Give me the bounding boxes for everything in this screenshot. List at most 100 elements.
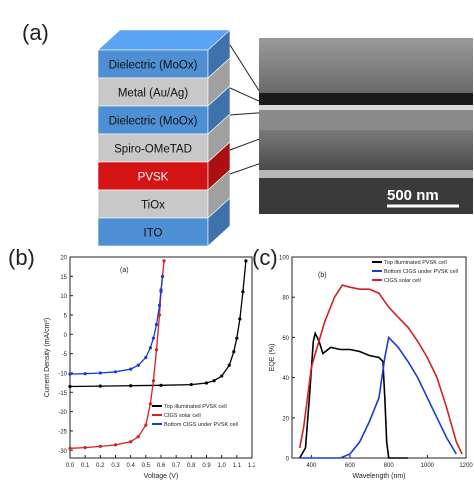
legend-label: Bottom CIGS under PVSK cell: [384, 269, 458, 275]
data-point: [136, 435, 140, 439]
data-point: [151, 379, 156, 383]
x-axis-label: Voltage (V): [144, 473, 179, 480]
y-tick-label: -15: [58, 391, 67, 397]
series-line: [69, 260, 247, 388]
y-tick-label: -30: [58, 449, 67, 455]
y-tick-label: -20: [58, 410, 67, 416]
x-tick-label: 0.7: [172, 463, 181, 469]
y-axis-label: EQE (%): [269, 344, 276, 372]
data-point: [238, 317, 242, 321]
legend-label: CIGS solar cell: [164, 413, 201, 419]
data-point: [68, 384, 72, 389]
stack-layer-front: [97, 189, 209, 219]
data-point: [113, 443, 118, 447]
y-tick-label: 0: [286, 457, 290, 463]
y-tick-label: 0: [64, 333, 68, 339]
stack-layer-label: ITO: [144, 228, 163, 240]
data-point: [212, 379, 216, 383]
y-tick-label: 60: [282, 336, 289, 342]
y-axis-label: Current Density (mA/cm²): [44, 318, 51, 397]
data-point: [129, 440, 133, 444]
x-tick-label: 600: [345, 463, 356, 469]
stack-layer-label: Dielectric (MoOx): [109, 116, 198, 128]
data-point: [98, 384, 102, 388]
sem-cross-section-image: 500 nm: [259, 38, 473, 214]
legend-label: Bottom CIGS under PVSK cell: [164, 422, 238, 428]
stack-layer-front: [97, 77, 209, 107]
data-point: [227, 363, 231, 367]
data-point: [129, 367, 133, 371]
x-tick-label: 0.3: [111, 463, 120, 469]
x-tick-label: 0.4: [126, 463, 135, 469]
stack-layer-front: [97, 105, 209, 135]
stack-layer-label: Dielectric (MoOx): [109, 60, 198, 72]
x-axis-label: Wavelength (nm): [352, 473, 405, 480]
x-tick-label: 1.1: [233, 463, 242, 469]
x-tick-label: 1.0: [217, 463, 226, 469]
y-tick-label: -25: [58, 429, 67, 435]
data-point: [235, 336, 239, 340]
data-point: [159, 288, 163, 292]
x-tick-label: 400: [306, 463, 317, 469]
stack-layer-label: Metal (Au/Ag): [118, 88, 188, 100]
data-point: [148, 346, 152, 350]
stack-layer-front: [97, 217, 209, 247]
data-point: [129, 384, 133, 388]
stack-top-face: [97, 29, 231, 51]
y-tick-label: 20: [282, 416, 289, 422]
data-point: [148, 402, 152, 406]
x-tick-label: 0.6: [157, 463, 166, 469]
x-tick-label: 1.2: [248, 463, 255, 469]
x-tick-label: 0.8: [187, 463, 196, 469]
data-point: [98, 444, 102, 449]
x-tick-label: 0.2: [96, 463, 105, 469]
data-point: [68, 372, 72, 376]
data-point: [83, 445, 87, 450]
x-tick-label: 0.0: [66, 463, 75, 469]
layer-stack-diagram: Dielectric (MoOx) Metal (Au/Ag) Dielectric…: [97, 29, 231, 247]
x-tick-label: 1000: [421, 463, 435, 469]
sem-scale-label: 500 nm: [387, 187, 439, 204]
data-point: [157, 303, 162, 307]
x-tick-label: 1200: [459, 463, 473, 469]
y-tick-label: 40: [282, 376, 289, 382]
stack-layer-label: PVSK: [138, 172, 169, 184]
panel-b-letter: (b): [8, 245, 35, 270]
data-point: [189, 382, 193, 387]
stack-layer-front: [97, 133, 209, 163]
x-tick-label: 0.1: [81, 463, 90, 469]
x-tick-label: 0.5: [142, 463, 151, 469]
stack-layer-front: [97, 49, 209, 79]
series-line: [299, 331, 408, 459]
legend-label: Top illuminated PVSK cell: [164, 404, 227, 410]
data-point: [232, 350, 236, 354]
y-tick-label: 5: [64, 313, 68, 319]
jv-chart: 0.0 0.1 0.2 0.3 0.4 0.5 0.6 0.7 0.8 0.9 1.0 1.1 1.2 2…: [44, 256, 255, 481]
data-point: [241, 290, 245, 294]
data-point: [154, 323, 159, 327]
data-point: [160, 274, 165, 278]
data-point: [162, 259, 166, 263]
data-point: [151, 336, 156, 340]
y-tick-label: 80: [282, 296, 289, 302]
x-tick-label: 800: [384, 463, 395, 469]
inner-panel-label: (b): [318, 272, 327, 279]
y-tick-label: 20: [60, 256, 67, 262]
y-tick-label: 100: [279, 256, 290, 262]
data-point: [244, 259, 248, 263]
panel-c-letter: (c): [252, 245, 278, 270]
panel-a-letter: (a): [22, 20, 49, 45]
eqe-chart: 400 600 800 1000 1200 0 20 40 60 80 100 Wavelength …: [269, 256, 473, 481]
data-point: [83, 372, 87, 376]
stack-layer-label: Spiro-OMeTAD: [114, 144, 192, 156]
y-tick-label: 10: [60, 294, 67, 300]
y-tick-label: -10: [58, 371, 67, 377]
y-tick-label: -5: [62, 352, 68, 358]
inner-panel-label: (a): [120, 267, 129, 274]
data-point: [220, 374, 224, 378]
series-line: [299, 335, 457, 459]
data-point: [136, 363, 140, 367]
data-point: [144, 423, 148, 427]
data-point: [144, 355, 148, 360]
x-tick-label: 0.9: [202, 463, 211, 469]
